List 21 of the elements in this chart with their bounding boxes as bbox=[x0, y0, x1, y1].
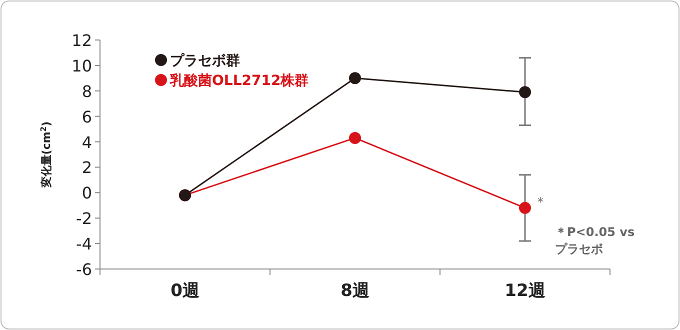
y-tick-label: -4 bbox=[76, 234, 92, 254]
legend-label: 乳酸菌OLL2712株群 bbox=[169, 73, 309, 89]
y-tick-label: 8 bbox=[82, 82, 92, 101]
y-tick-label: -6 bbox=[76, 260, 92, 279]
point bbox=[519, 202, 531, 214]
point bbox=[519, 86, 531, 98]
annotation: ＊ bbox=[534, 194, 547, 210]
x-tick-label: 0週 bbox=[170, 281, 200, 301]
y-tick-label: 6 bbox=[82, 107, 92, 126]
y-tick-label: 2 bbox=[82, 158, 92, 178]
y-tick-label: -2 bbox=[76, 209, 92, 228]
annotation: ＊P<0.05 vs プラセボ bbox=[555, 225, 635, 256]
x-tick-label: 12週 bbox=[504, 281, 546, 301]
point bbox=[349, 132, 361, 144]
y-tick-label: 0 bbox=[82, 184, 92, 203]
point bbox=[349, 72, 361, 84]
y-tick-label: 10 bbox=[72, 56, 92, 76]
y-tick-label: 4 bbox=[82, 132, 92, 152]
y-tick-label: 12 bbox=[72, 31, 92, 50]
legend-label: プラセボ群 bbox=[170, 52, 240, 69]
x-tick-label: 8週 bbox=[340, 281, 370, 301]
